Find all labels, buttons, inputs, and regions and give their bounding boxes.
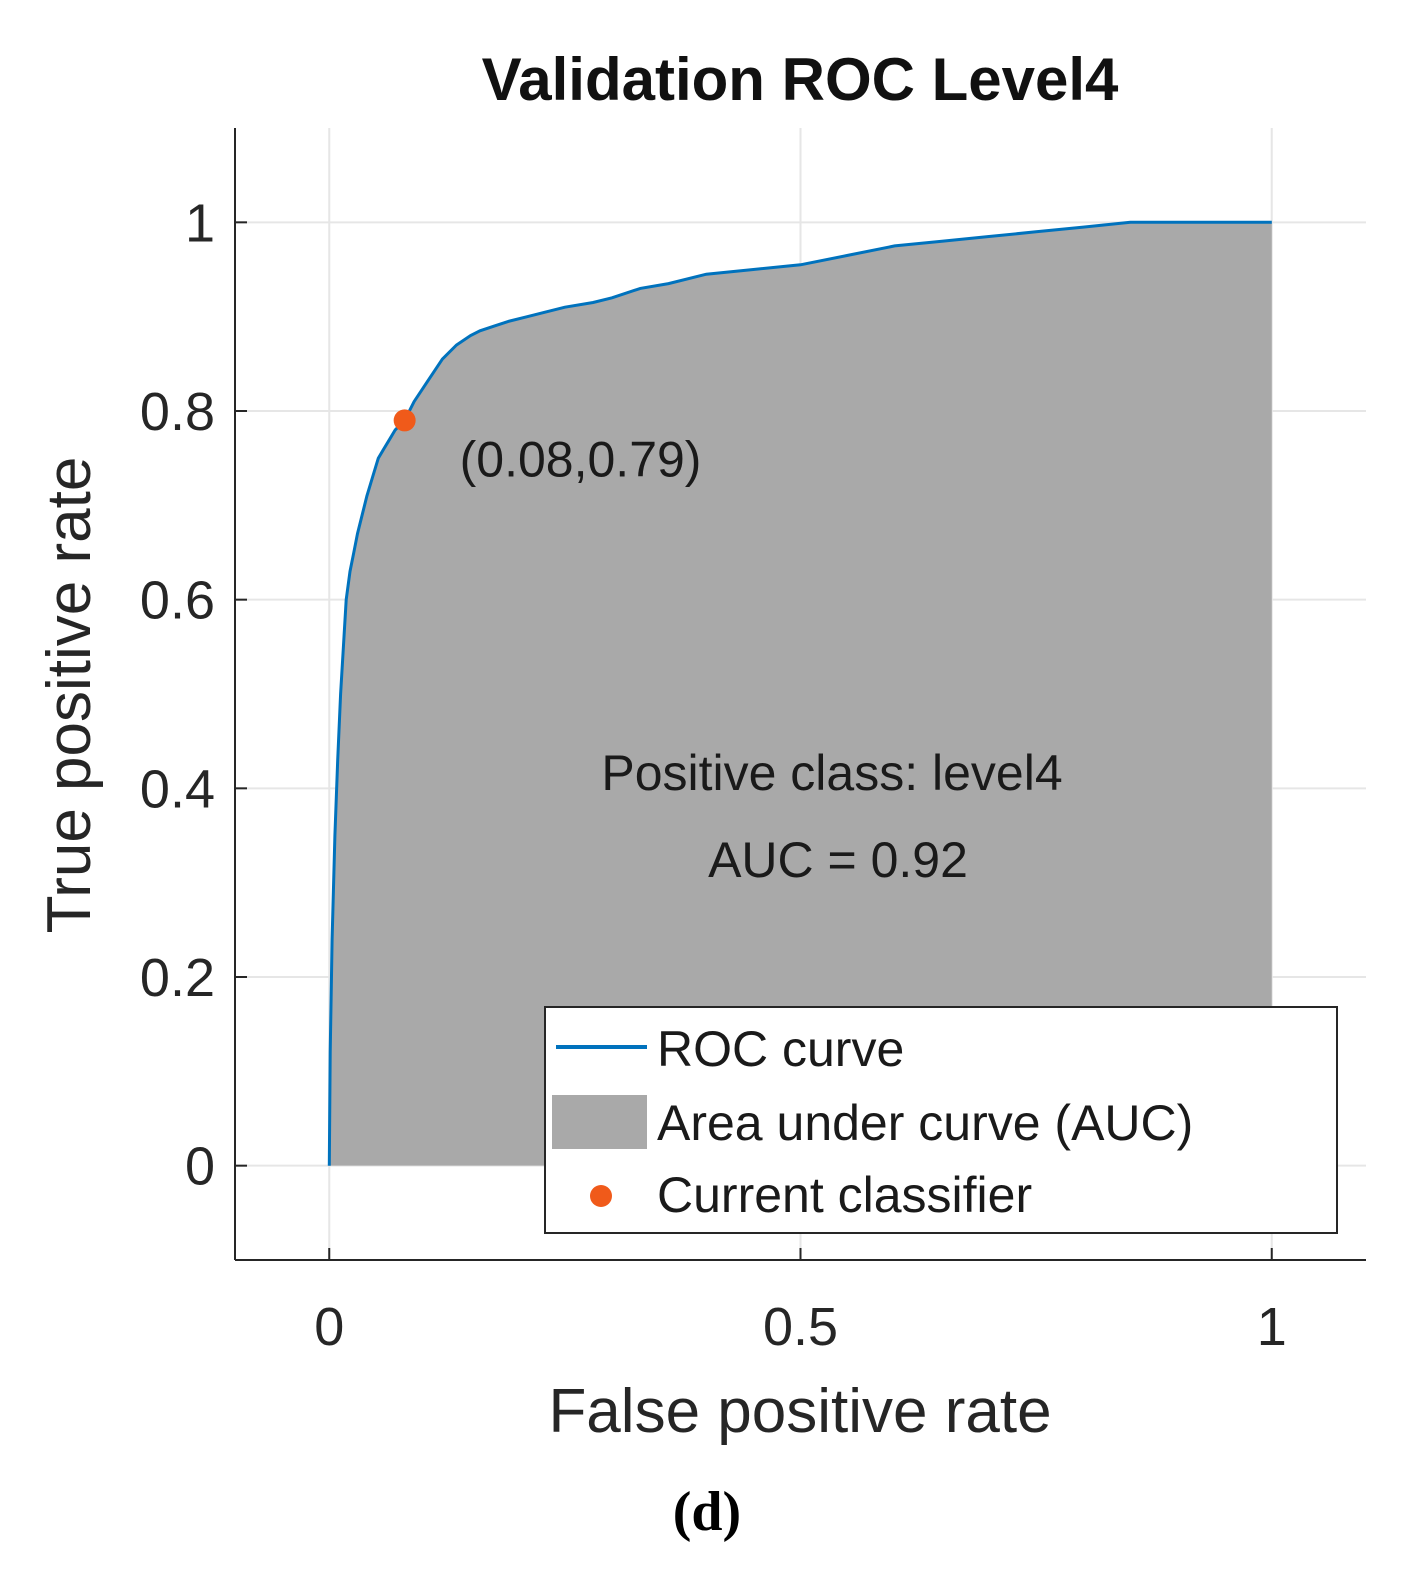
legend-classifier-swatch	[590, 1185, 612, 1207]
legend-roc-label: ROC curve	[657, 1021, 904, 1077]
y-tick-label: 0.2	[140, 948, 215, 1008]
y-tick-label: 1	[185, 193, 215, 253]
legend-box	[544, 1006, 1338, 1234]
y-tick-labels: 0 0.2 0.4 0.6 0.8 1	[140, 193, 215, 1196]
auc-area	[329, 222, 1272, 1166]
current-classifier-point	[393, 409, 416, 432]
legend-classifier-label: Current classifier	[657, 1167, 1032, 1223]
y-tick-label: 0.6	[140, 571, 215, 631]
y-tick-label: 0	[185, 1137, 215, 1197]
legend-auc-label: Area under curve (AUC)	[657, 1095, 1193, 1151]
x-tick-label: 0.5	[763, 1297, 838, 1357]
x-tick-label: 1	[1257, 1297, 1287, 1357]
figure-caption: (d)	[673, 1481, 741, 1543]
x-tick-labels: 0 0.5 1	[314, 1297, 1287, 1357]
current-classifier-label: (0.08,0.79)	[460, 431, 702, 487]
x-axis-label: False positive rate	[548, 1377, 1051, 1446]
y-tick-label: 0.8	[140, 382, 215, 442]
roc-curve-line	[327, 220, 1272, 1166]
y-axis-label: True positive rate	[35, 457, 104, 934]
legend: ROC curve Area under curve (AUC) Current…	[544, 1006, 1338, 1234]
legend-auc-swatch	[552, 1095, 647, 1149]
chart-title: Validation ROC Level4	[482, 46, 1119, 113]
annotation-positive-class: Positive class: level4	[601, 745, 1062, 801]
y-tick-label: 0.4	[140, 759, 215, 819]
axes	[234, 128, 1366, 1261]
x-tick-label: 0	[314, 1297, 344, 1357]
annotation-auc: AUC = 0.92	[708, 832, 968, 888]
